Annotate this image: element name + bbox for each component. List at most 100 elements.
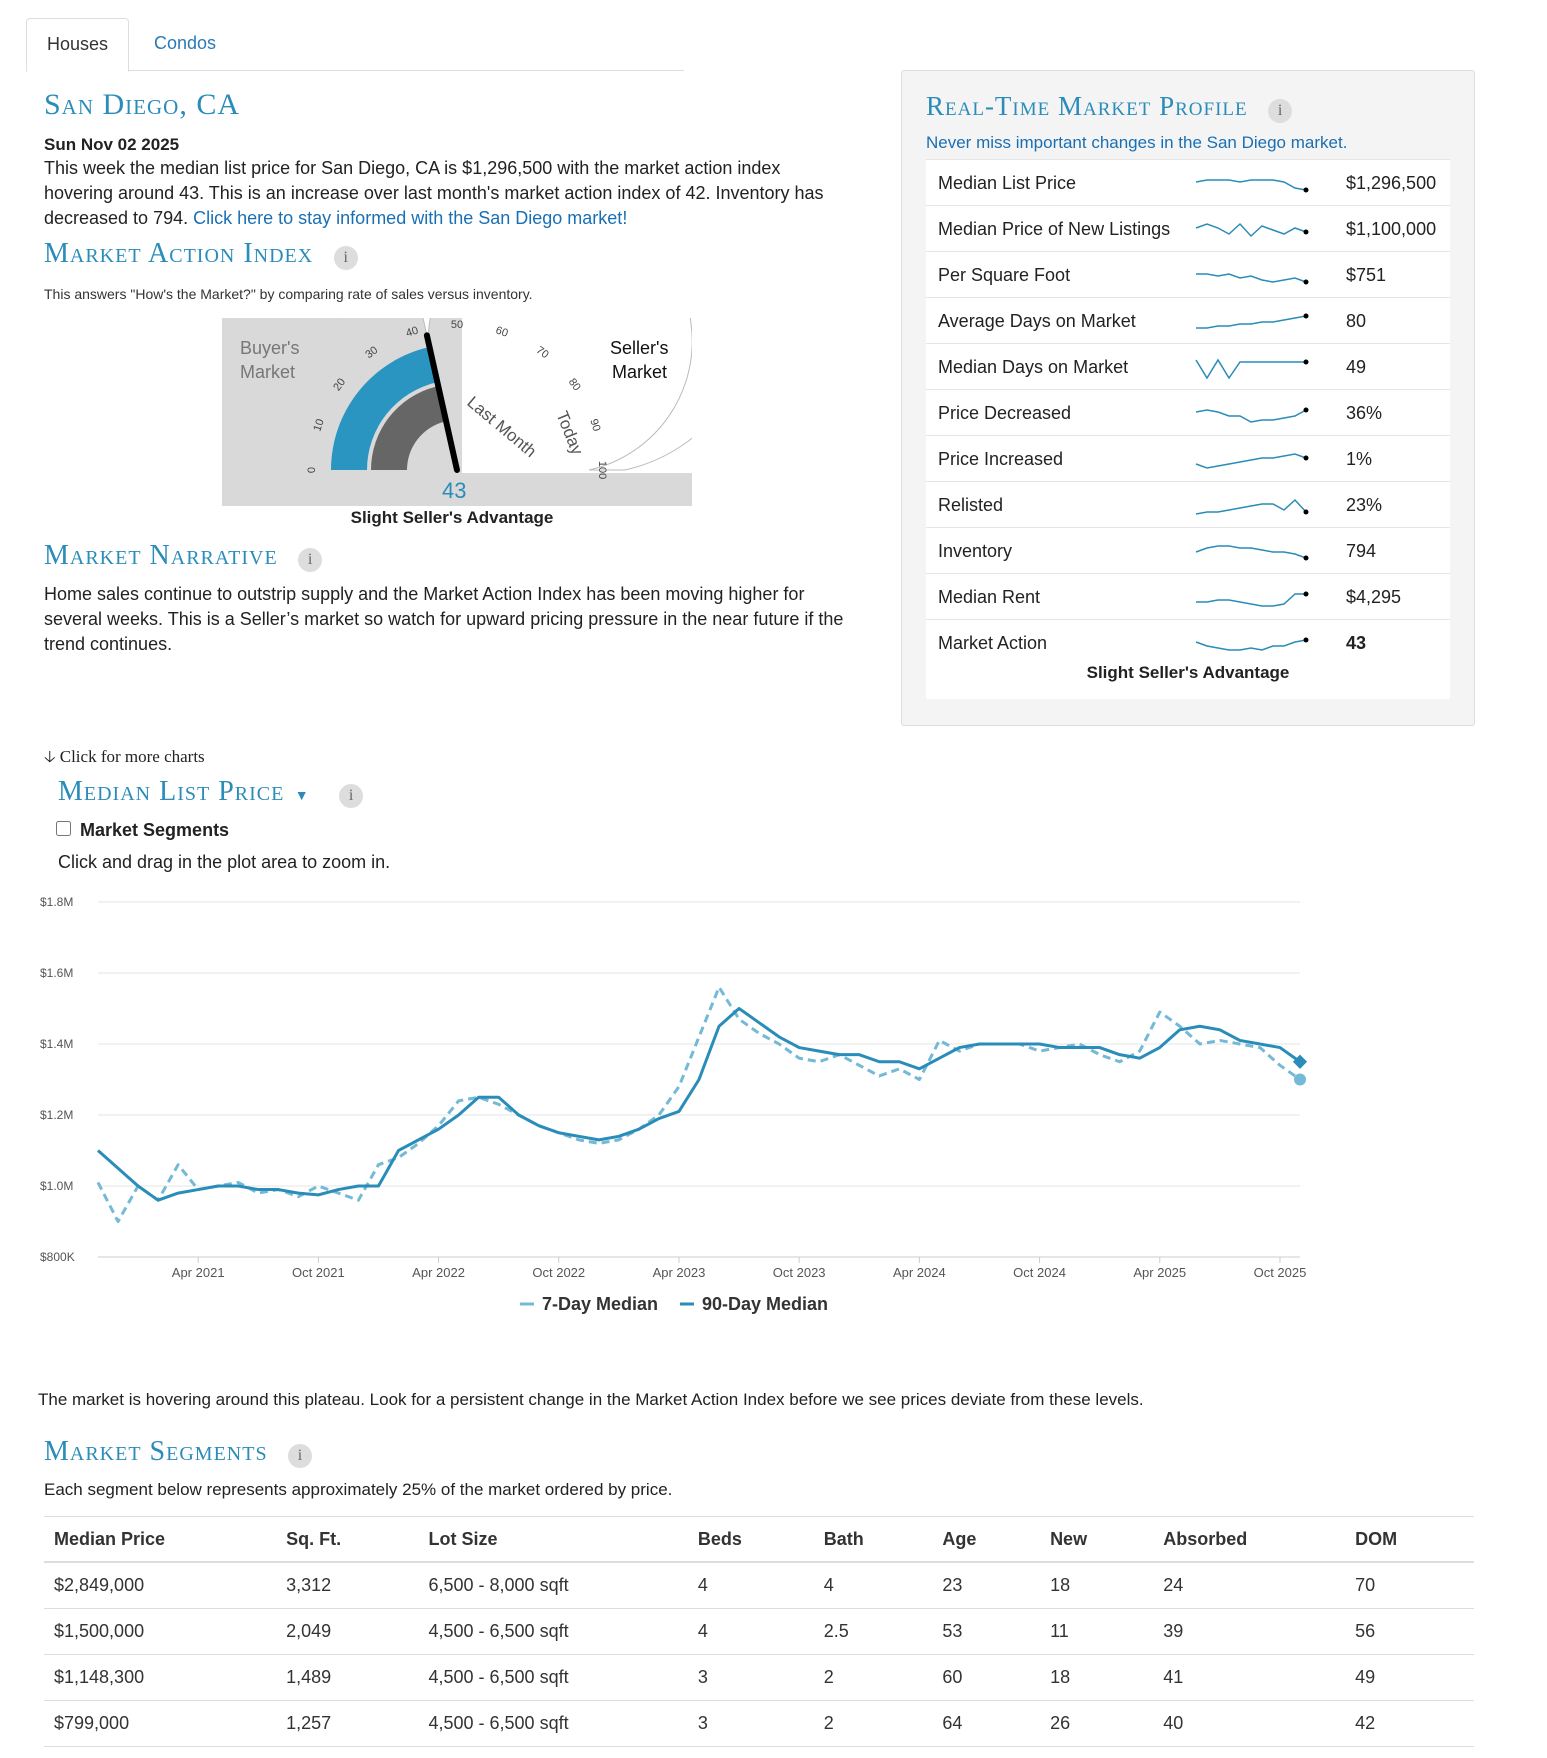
- mai-subtitle: This answers "How's the Market?" by comp…: [44, 286, 533, 302]
- profile-header: Real-Time Market Profile i: [926, 91, 1293, 123]
- table-cell: 2: [813, 1700, 933, 1747]
- sparkline: [1195, 545, 1309, 561]
- profile-row-label: Median Rent: [938, 587, 1041, 607]
- sparkline-endpoint: [1303, 509, 1309, 515]
- gauge-tick-label: 50: [451, 319, 463, 331]
- table-cell: 3,312: [276, 1562, 419, 1609]
- tab-houses[interactable]: Houses: [26, 18, 130, 72]
- mai-title: Market Action Index: [44, 238, 314, 269]
- sparkline-endpoint: [1303, 359, 1309, 365]
- profile-subtitle[interactable]: Never miss important changes in the San …: [926, 133, 1348, 152]
- median-list-price-chart[interactable]: Apr 2021 Oct 2021 Apr 2022 Oct 2022 Apr 2023…: [40, 890, 1480, 1360]
- sellers-label-line1: Seller's: [610, 338, 668, 358]
- profile-row-value: 794: [1346, 541, 1377, 561]
- table-cell: $799,000: [44, 1700, 277, 1747]
- profile-row-label: Median Price of New Listings: [938, 219, 1171, 239]
- gauge-tick-label: 30: [363, 344, 380, 361]
- sparkline-path: [1195, 545, 1307, 559]
- table-row: $1,148,300 1,489 4,500 - 6,500 sqft 3 2 60 18 4…: [44, 1654, 1474, 1701]
- y-tick-label: $800K: [40, 1250, 75, 1264]
- market-segments-label: Market Segments: [80, 820, 230, 840]
- profile-status: Slight Seller's Advantage: [1086, 663, 1290, 682]
- series-endpoint-marker: [1294, 1073, 1306, 1086]
- stay-informed-link[interactable]: Click here to stay informed with the San…: [193, 208, 628, 228]
- segments-subtitle: Each segment below represents approximat…: [44, 1480, 673, 1499]
- mai-info-icon[interactable]: i: [333, 245, 358, 270]
- table-cell: 3: [687, 1700, 814, 1747]
- sparkline-path: [1196, 315, 1307, 329]
- sparkline-path: [1195, 179, 1307, 191]
- gauge-tick-label: 70: [534, 344, 551, 361]
- summary-paragraph: This week the median list price for San …: [44, 156, 844, 231]
- property-type-tabs: Houses Condos: [26, 18, 684, 72]
- narrative-text: Home sales continue to outstrip supply a…: [44, 584, 844, 654]
- profile-row: Median Days on Market 49: [926, 343, 1450, 390]
- table-cell: 40: [1153, 1700, 1346, 1747]
- segments-info-icon[interactable]: i: [288, 1443, 313, 1468]
- profile-row-value: 80: [1346, 311, 1367, 331]
- gauge-last-month-arc: [371, 386, 445, 470]
- profile-row-value: 49: [1346, 357, 1367, 377]
- table-cell: 4: [687, 1562, 814, 1609]
- column-header: Median Price: [44, 1516, 277, 1563]
- profile-row: Average Days on Market 80: [926, 297, 1450, 344]
- profile-info-icon[interactable]: i: [1268, 98, 1293, 123]
- profile-row-value: $1,100,000: [1346, 219, 1437, 239]
- profile-row-label: Median Days on Market: [938, 357, 1129, 377]
- more-charts-toggle[interactable]: 🡣 Click for more charts: [44, 746, 205, 773]
- gauge-tick-label: 90: [587, 418, 602, 433]
- sparkline: [1195, 453, 1309, 469]
- table-cell: 26: [1040, 1700, 1154, 1747]
- table-cell: 56: [1345, 1608, 1474, 1655]
- table-cell: 1,257: [276, 1700, 419, 1747]
- profile-row: Median Rent $4,295: [926, 573, 1450, 620]
- profile-row: Inventory 794: [926, 527, 1450, 574]
- sparkline-endpoint: [1303, 591, 1309, 597]
- gauge-tick-label: 40: [405, 324, 420, 339]
- profile-row: Market Action 43: [926, 619, 1450, 666]
- x-tick-label: Apr 2021: [172, 1265, 225, 1280]
- tab-condos[interactable]: Condos: [154, 33, 217, 53]
- x-tick-label: Oct 2022: [532, 1265, 585, 1280]
- sparkline-endpoint: [1303, 187, 1309, 193]
- gauge-tick-label: 100: [596, 461, 608, 479]
- sparkline-endpoint: [1303, 455, 1309, 461]
- narrative-info-icon[interactable]: i: [298, 547, 323, 572]
- table-cell: 41: [1153, 1654, 1346, 1701]
- sparkline-endpoint: [1303, 313, 1309, 319]
- market-segments-checkbox[interactable]: [56, 821, 71, 836]
- y-tick-label: $1.8M: [40, 895, 73, 909]
- mlp-title[interactable]: Median List Price: [58, 776, 285, 807]
- table-row: $2,849,000 3,312 6,500 - 8,000 sqft 4 4 23 18 2…: [44, 1562, 1474, 1609]
- profile-row-value: 36%: [1346, 403, 1383, 423]
- profile-row-value: $751: [1346, 265, 1387, 285]
- sparkline: [1195, 358, 1309, 380]
- mlp-info-icon[interactable]: i: [339, 783, 364, 808]
- narrative-header: Market Narrative i: [44, 540, 323, 572]
- sparkline: [1195, 407, 1309, 423]
- profile-title: Real-Time Market Profile: [926, 91, 1248, 121]
- sparkline: [1195, 498, 1309, 515]
- profile-row-label: Market Action: [938, 633, 1048, 653]
- gauge-tick-label: 80: [566, 376, 583, 393]
- segments-checkbox-row: Market Segments: [56, 820, 229, 841]
- market-profile-card: Real-Time Market Profile i Never miss im…: [901, 70, 1475, 726]
- table-cell: 39: [1153, 1608, 1346, 1655]
- table-cell: 4,500 - 6,500 sqft: [418, 1700, 688, 1747]
- column-header: Age: [932, 1516, 1041, 1563]
- buyers-label-line2: Market: [240, 362, 295, 382]
- profile-row-value: $4,295: [1346, 587, 1402, 607]
- profile-row-value: 43: [1346, 633, 1367, 653]
- column-header: Beds: [687, 1516, 814, 1563]
- table-cell: 23: [932, 1562, 1041, 1609]
- x-tick-label: Oct 2021: [292, 1265, 345, 1280]
- plateau-text: The market is hovering around this plate…: [38, 1390, 1144, 1409]
- mai-value: 43: [442, 478, 466, 503]
- table-cell: 11: [1040, 1608, 1154, 1655]
- column-header: Lot Size: [418, 1516, 688, 1563]
- table-cell: 18: [1040, 1562, 1154, 1609]
- column-header: Absorbed: [1153, 1516, 1346, 1563]
- legend-label: 90-Day Median: [702, 1294, 828, 1314]
- summary-text: This week the median list price for San …: [44, 158, 824, 228]
- caret-down-icon[interactable]: ▼: [294, 787, 309, 803]
